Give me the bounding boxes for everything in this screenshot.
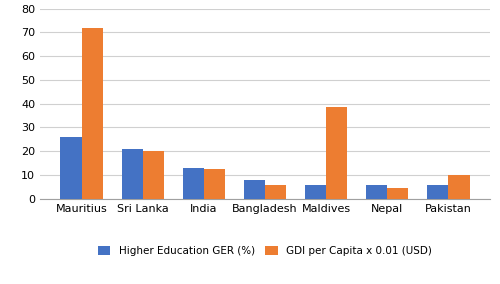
Bar xyxy=(265,185,286,199)
Legend: Higher Education GER (%), GDI per Capita x 0.01 (USD): Higher Education GER (%), GDI per Capita… xyxy=(98,246,432,256)
Bar xyxy=(122,149,143,199)
Bar xyxy=(204,169,226,199)
Bar xyxy=(82,28,103,199)
Bar xyxy=(427,185,448,199)
Bar xyxy=(387,188,408,199)
Bar xyxy=(60,137,82,199)
Bar xyxy=(143,151,165,199)
Bar xyxy=(326,107,347,199)
Bar xyxy=(182,168,204,199)
Bar xyxy=(366,185,387,199)
Bar xyxy=(244,180,265,199)
Bar xyxy=(304,185,326,199)
Bar xyxy=(448,175,469,199)
